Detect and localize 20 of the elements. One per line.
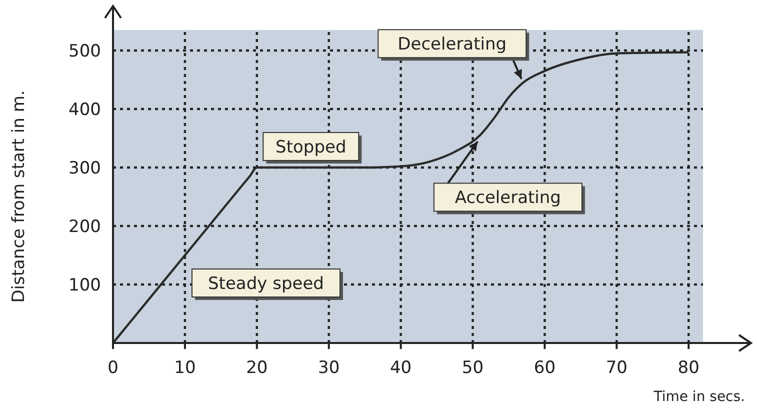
x-tick-label: 70 [606, 358, 628, 378]
x-tick-label: 60 [534, 358, 556, 378]
x-tick-label: 80 [678, 358, 700, 378]
y-axis-title: Distance from start in m. [9, 90, 29, 303]
annotation: Stopped [276, 137, 346, 158]
x-tick-label: 30 [318, 358, 340, 378]
x-tick-label: 50 [462, 358, 484, 378]
annotation: Steady speed [208, 274, 324, 294]
annotation: Accelerating [454, 188, 561, 208]
y-tick-label: 300 [68, 158, 101, 178]
x-tick-label: 0 [108, 358, 118, 378]
y-tick-label: 400 [68, 100, 101, 120]
y-tick-label: 200 [68, 216, 101, 237]
y-tick-label: 100 [68, 275, 101, 296]
x-tick-label: 10 [174, 358, 196, 378]
x-tick-label: 20 [246, 358, 268, 378]
x-axis-title: Time in secs. [652, 389, 745, 405]
annotation: Decelerating [398, 34, 507, 55]
y-tick-label: 500 [68, 41, 101, 62]
x-tick-label: 40 [390, 358, 412, 378]
